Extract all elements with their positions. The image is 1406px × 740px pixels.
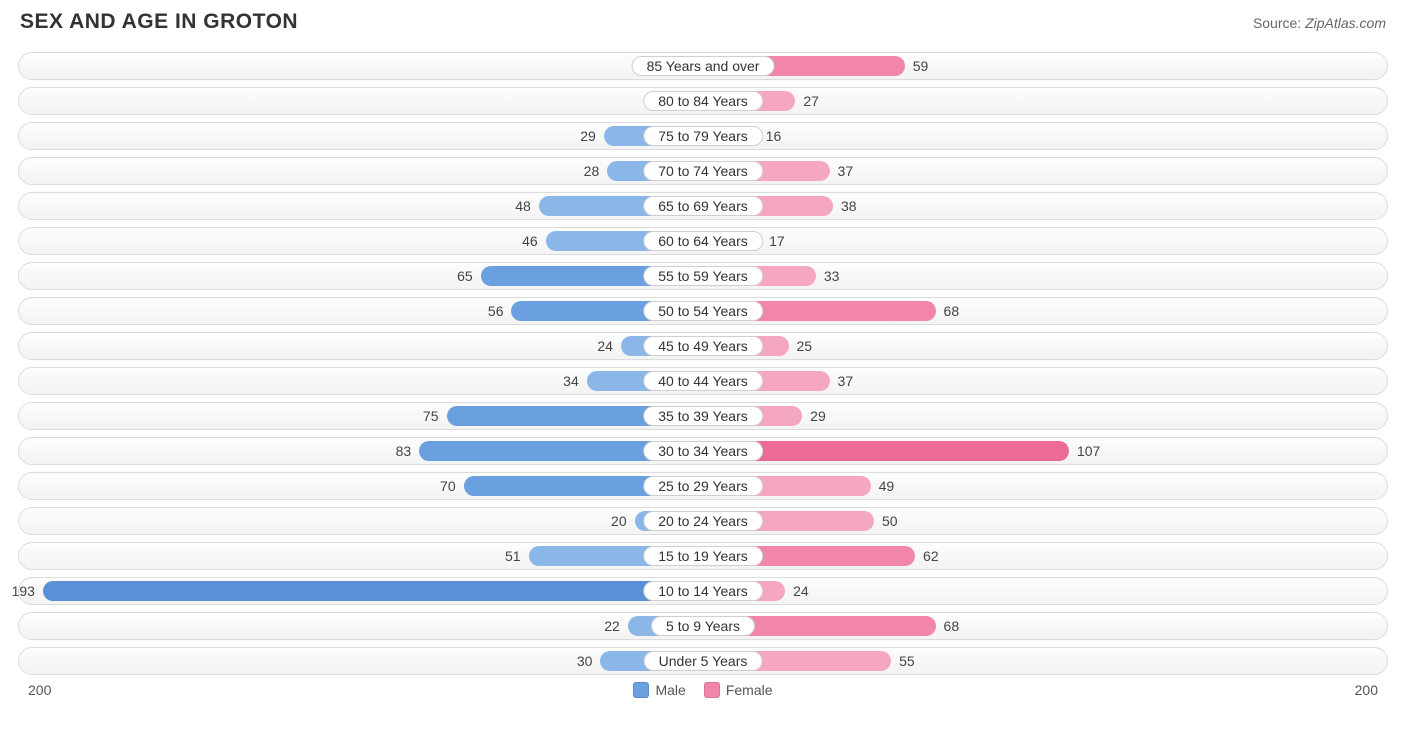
source-site: ZipAtlas.com xyxy=(1305,15,1386,31)
male-value: 28 xyxy=(584,158,600,184)
age-group-label: 35 to 39 Years xyxy=(643,406,763,426)
age-group-label: 75 to 79 Years xyxy=(643,126,763,146)
female-value: 29 xyxy=(810,403,826,429)
chart-title: SEX AND AGE IN GROTON xyxy=(20,10,298,34)
female-value: 27 xyxy=(803,88,819,114)
male-value: 22 xyxy=(604,613,620,639)
chart-row: 20 50 20 to 24 Years xyxy=(18,507,1388,535)
female-value: 37 xyxy=(838,158,854,184)
male-value: 24 xyxy=(597,333,613,359)
chart-row: 56 68 50 to 54 Years xyxy=(18,297,1388,325)
chart-row: 29 1675 to 79 Years xyxy=(18,122,1388,150)
legend-female-label: Female xyxy=(726,682,773,698)
female-value: 37 xyxy=(838,368,854,394)
age-group-label: 80 to 84 Years xyxy=(643,91,763,111)
population-pyramid-chart: 105985 Years and over32780 to 84 Years29… xyxy=(18,52,1388,675)
legend-female: Female xyxy=(704,682,773,698)
male-value: 70 xyxy=(440,473,456,499)
female-value: 68 xyxy=(944,298,960,324)
male-value: 20 xyxy=(611,508,627,534)
age-group-label: 30 to 34 Years xyxy=(643,441,763,461)
chart-row: 48 38 65 to 69 Years xyxy=(18,192,1388,220)
age-group-label: 45 to 49 Years xyxy=(643,336,763,356)
age-group-label: 10 to 14 Years xyxy=(643,581,763,601)
legend-male: Male xyxy=(633,682,685,698)
age-group-label: 5 to 9 Years xyxy=(651,616,755,636)
age-group-label: 55 to 59 Years xyxy=(643,266,763,286)
male-value: 46 xyxy=(522,228,538,254)
female-value: 59 xyxy=(913,53,929,79)
female-value: 38 xyxy=(841,193,857,219)
chart-row: 28 37 70 to 74 Years xyxy=(18,157,1388,185)
source-label: Source: xyxy=(1253,15,1305,31)
legend-female-swatch xyxy=(704,682,720,698)
chart-legend: Male Female xyxy=(633,682,772,698)
chart-row: 22 68 5 to 9 Years xyxy=(18,612,1388,640)
male-value: 48 xyxy=(515,193,531,219)
age-group-label: Under 5 Years xyxy=(644,651,763,671)
chart-row: 75 29 35 to 39 Years xyxy=(18,402,1388,430)
male-bar xyxy=(43,581,703,601)
male-value: 193 xyxy=(12,578,35,604)
axis-right-max: 200 xyxy=(1355,682,1378,698)
axis-left-max: 200 xyxy=(28,682,51,698)
female-value: 50 xyxy=(882,508,898,534)
chart-row: 32780 to 84 Years xyxy=(18,87,1388,115)
male-value: 83 xyxy=(396,438,412,464)
female-value: 49 xyxy=(879,473,895,499)
chart-row: 1932410 to 14 Years xyxy=(18,577,1388,605)
age-group-label: 15 to 19 Years xyxy=(643,546,763,566)
chart-row: 24 25 45 to 49 Years xyxy=(18,332,1388,360)
age-group-label: 85 Years and over xyxy=(632,56,775,76)
age-group-label: 60 to 64 Years xyxy=(643,231,763,251)
chart-source: Source: ZipAtlas.com xyxy=(1253,15,1386,31)
female-value: 55 xyxy=(899,648,915,674)
legend-male-swatch xyxy=(633,682,649,698)
chart-row: 51 62 15 to 19 Years xyxy=(18,542,1388,570)
age-group-label: 40 to 44 Years xyxy=(643,371,763,391)
chart-row: 46 17 60 to 64 Years xyxy=(18,227,1388,255)
male-value: 56 xyxy=(488,298,504,324)
female-value: 16 xyxy=(766,123,782,149)
chart-row: 34 37 40 to 44 Years xyxy=(18,367,1388,395)
age-group-label: 70 to 74 Years xyxy=(643,161,763,181)
male-value: 34 xyxy=(563,368,579,394)
chart-row: 83 107 30 to 34 Years xyxy=(18,437,1388,465)
chart-row: 70 49 25 to 29 Years xyxy=(18,472,1388,500)
male-value: 29 xyxy=(580,123,596,149)
male-value: 30 xyxy=(577,648,593,674)
chart-header: SEX AND AGE IN GROTON Source: ZipAtlas.c… xyxy=(18,10,1388,34)
age-group-label: 65 to 69 Years xyxy=(643,196,763,216)
age-group-label: 50 to 54 Years xyxy=(643,301,763,321)
chart-footer: 200 Male Female 200 xyxy=(18,682,1388,698)
female-value: 24 xyxy=(793,578,809,604)
age-group-label: 20 to 24 Years xyxy=(643,511,763,531)
age-group-label: 25 to 29 Years xyxy=(643,476,763,496)
legend-male-label: Male xyxy=(655,682,685,698)
chart-row: 30 55 Under 5 Years xyxy=(18,647,1388,675)
female-value: 33 xyxy=(824,263,840,289)
chart-row: 65 33 55 to 59 Years xyxy=(18,262,1388,290)
male-value: 51 xyxy=(505,543,521,569)
female-value: 107 xyxy=(1077,438,1100,464)
female-value: 25 xyxy=(797,333,813,359)
female-value: 68 xyxy=(944,613,960,639)
male-value: 75 xyxy=(423,403,439,429)
chart-row: 105985 Years and over xyxy=(18,52,1388,80)
female-value: 17 xyxy=(769,228,785,254)
female-value: 62 xyxy=(923,543,939,569)
male-value: 65 xyxy=(457,263,473,289)
